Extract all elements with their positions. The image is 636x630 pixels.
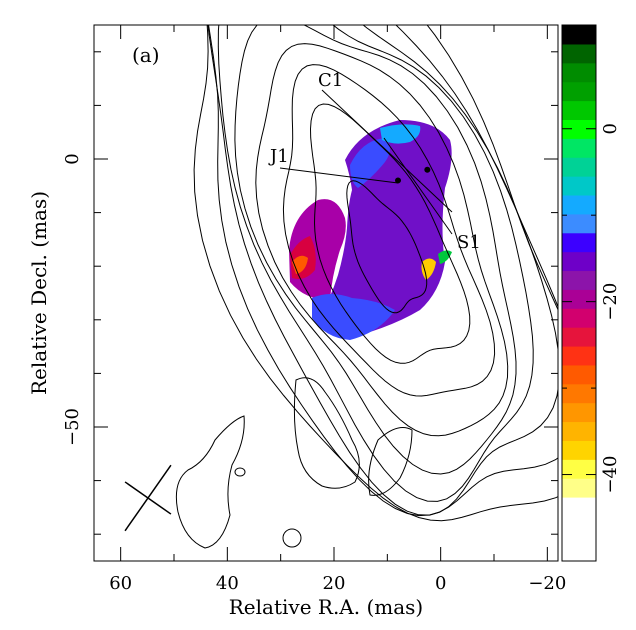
intensity-contour [208, 25, 558, 517]
rm-region-cyan [380, 124, 421, 144]
y-axis-ticks: 0 −50 [62, 51, 558, 535]
contour-blob-right [368, 427, 413, 496]
component-markers: C1 J1 S1 [268, 70, 481, 253]
component-label-j1: J1 [268, 146, 289, 167]
colorbar-segment [562, 176, 596, 196]
colorbar-frame [561, 24, 597, 562]
colorbar-tick-label: −40 [600, 456, 621, 494]
x-tick-label: 40 [216, 573, 239, 594]
colorbar-tick-label: −20 [600, 283, 621, 321]
colorbar-segment [562, 194, 596, 215]
intensity-contour [217, 25, 534, 502]
colorbar-segment [562, 383, 596, 404]
colorbar-segment [562, 497, 596, 561]
y-tick-label: −50 [62, 408, 83, 446]
component-pointer-j1 [279, 167, 399, 184]
contour-blob-bottom [282, 528, 302, 548]
contour-blob-center [293, 377, 360, 489]
y-tick-label: 0 [62, 153, 83, 164]
component-pointer-s1 [383, 137, 453, 235]
colorbar-segment [562, 157, 596, 177]
colorbar-segment [562, 25, 596, 45]
beam-minor-axis [124, 481, 172, 515]
x-tick-label: −20 [528, 573, 566, 594]
colorbar-segment [562, 43, 596, 64]
contour-blob-small [234, 467, 246, 477]
panel-label: (a) [132, 43, 160, 67]
colorbar-segment [562, 289, 596, 309]
colorbar-segment [562, 81, 596, 102]
intensity-contour [193, 25, 558, 522]
rm-region-blue [350, 138, 390, 188]
colorbar-segment [562, 232, 596, 253]
colorbar-segment [562, 421, 596, 441]
intensity-contour [207, 25, 558, 516]
intensity-contour [282, 64, 496, 397]
rm-region-yellow-edge [421, 258, 436, 280]
colorbar-segment [562, 213, 596, 234]
intensity-contour [255, 43, 509, 437]
colorbar-segment [562, 345, 596, 366]
colorbar-segment [562, 138, 596, 158]
component-label-c1: C1 [318, 70, 343, 91]
colorbar-segment [562, 100, 596, 120]
plot-frame [93, 24, 559, 562]
colorbar-segment [562, 119, 596, 139]
colorbar-segment [562, 308, 596, 328]
colorbar-segment [562, 459, 596, 479]
colorbar [562, 25, 596, 561]
rotation-measure-map [289, 120, 452, 340]
colorbar-ticks: 0 −20 −40 [562, 41, 621, 562]
colorbar-segment [562, 251, 596, 272]
colorbar-segment [562, 62, 596, 83]
x-tick-label: 20 [323, 573, 346, 594]
colorbar-segment [562, 478, 596, 498]
beam-cross [124, 464, 172, 532]
y-axis-label: Relative Decl. (mas) [27, 191, 51, 395]
component-marker-j1 [395, 177, 401, 184]
colorbar-segment [562, 364, 596, 385]
component-label-s1: S1 [457, 232, 481, 253]
component-pointer-c1 [321, 89, 453, 213]
contour-blob-left [175, 415, 245, 549]
x-axis-ticks: 60 40 20 0 −20 [109, 25, 566, 594]
colorbar-segment [562, 270, 596, 290]
colorbar-tick-label: 0 [600, 123, 621, 134]
intensity-contour [234, 25, 517, 475]
rm-region-blue-lower [312, 294, 395, 340]
intensity-contour [309, 103, 471, 364]
colorbar-segment [562, 440, 596, 460]
x-tick-label: 60 [109, 573, 132, 594]
x-tick-label: 0 [435, 573, 446, 594]
component-marker-c1 [424, 166, 431, 173]
total-intensity-contours [193, 25, 558, 522]
colorbar-segment [562, 327, 596, 347]
x-axis-label: Relative R.A. (mas) [229, 595, 423, 619]
outer-contour-features [175, 377, 413, 549]
colorbar-segment [562, 402, 596, 423]
intensity-contour [346, 180, 428, 314]
